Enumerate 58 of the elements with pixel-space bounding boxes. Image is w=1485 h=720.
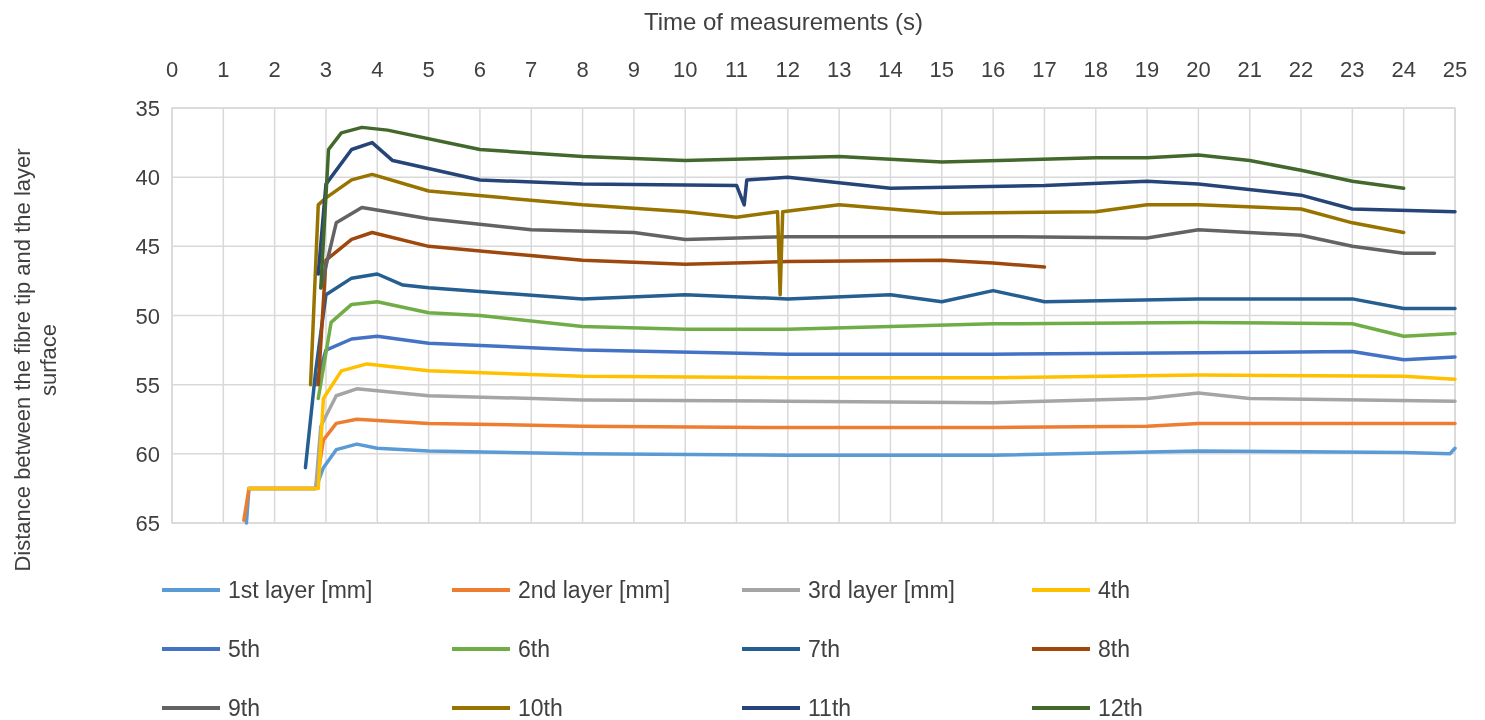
y-axis-title: Distance between the fibre tip and the layer surface (10, 148, 61, 572)
line-series (313, 334, 1457, 387)
legend-label: 5th (228, 636, 260, 662)
x-axis-title: Time of measurements (s) (643, 8, 924, 35)
legend-label: 4th (1098, 577, 1130, 603)
line-series (319, 205, 1437, 290)
legend-label: 9th (228, 695, 260, 720)
x-tick-label: 14 (878, 57, 903, 82)
x-tick-label: 5 (422, 57, 435, 82)
legend-label: 7th (808, 636, 840, 662)
line-series (308, 172, 1406, 387)
x-tick-label: 2 (268, 57, 281, 82)
x-tick-label: 11 (725, 57, 748, 82)
x-tick-label: 20 (1186, 57, 1211, 82)
y-tick-label: 65 (135, 511, 160, 536)
legend-label: 3rd layer [mm] (808, 577, 955, 603)
x-tick-label: 6 (473, 57, 487, 82)
x-tick-label: 12 (775, 57, 801, 82)
x-tick-label: 0 (165, 57, 179, 82)
legend-label: 12th (1098, 695, 1143, 720)
legend-label: 11th (808, 695, 852, 720)
y-tick-label: 35 (135, 96, 160, 121)
x-tick-label: 23 (1340, 57, 1365, 82)
y-tick-label: 60 (135, 441, 160, 467)
x-tick-label: 25 (1442, 57, 1468, 82)
x-tick-label: 21 (1237, 57, 1262, 82)
line-series (316, 299, 1457, 401)
line-series (242, 417, 1457, 522)
x-tick-label: 3 (319, 57, 333, 82)
line-series (316, 140, 1457, 276)
legend-label: 1st layer [mm] (228, 577, 373, 603)
x-tick-label: 22 (1288, 57, 1314, 82)
x-tick-label: 18 (1083, 57, 1108, 82)
legend-label: 10th (518, 695, 563, 720)
x-tick-label: 19 (1134, 57, 1160, 82)
line-series (247, 362, 1457, 491)
x-tick-label: 8 (576, 57, 589, 82)
x-tick-label: 1 (217, 57, 230, 82)
x-tick-label: 7 (525, 57, 538, 82)
y-tick-label: 55 (135, 372, 160, 398)
x-tick-label: 10 (672, 57, 698, 82)
legend-label: 2nd layer [mm] (518, 577, 671, 603)
y-tick-label: 45 (135, 234, 160, 260)
line-series (316, 230, 1047, 387)
x-tick-label: 4 (371, 57, 384, 82)
line-series (319, 125, 1406, 290)
line-series (303, 272, 1457, 470)
legend-label: 6th (518, 636, 550, 662)
y-tick-label: 40 (135, 165, 160, 191)
x-tick-label: 15 (929, 57, 955, 82)
x-tick-label: 9 (627, 57, 641, 82)
x-tick-label: 13 (826, 57, 852, 82)
x-tick-label: 24 (1391, 57, 1416, 82)
legend-label: 8th (1098, 636, 1130, 662)
x-tick-label: 17 (1032, 57, 1057, 82)
line-series (244, 442, 1457, 525)
y-tick-label: 50 (135, 303, 160, 329)
x-tick-label: 16 (980, 57, 1006, 82)
